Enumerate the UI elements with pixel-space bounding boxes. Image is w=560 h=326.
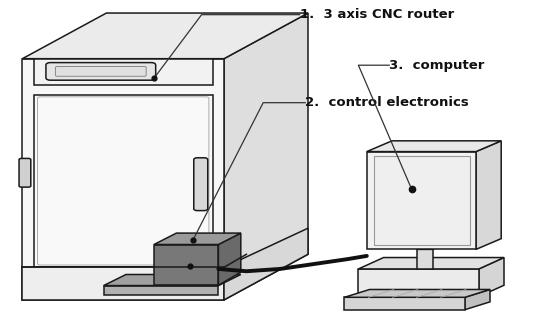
Bar [367, 152, 476, 249]
Polygon shape [479, 258, 504, 297]
FancyBboxPatch shape [22, 59, 224, 300]
Polygon shape [344, 289, 490, 297]
Polygon shape [358, 258, 504, 269]
FancyBboxPatch shape [34, 59, 213, 85]
Text: 2.  control electronics: 2. control electronics [305, 96, 469, 109]
FancyBboxPatch shape [194, 158, 208, 211]
Polygon shape [224, 13, 308, 300]
Polygon shape [417, 245, 442, 249]
Text: 1.  3 axis CNC router: 1. 3 axis CNC router [300, 8, 454, 21]
Bar [417, 249, 433, 269]
Bar [104, 286, 218, 295]
FancyBboxPatch shape [22, 267, 224, 300]
Bar [374, 156, 470, 245]
Text: 3.  computer: 3. computer [389, 59, 484, 72]
Polygon shape [154, 233, 241, 244]
Polygon shape [104, 274, 241, 286]
Polygon shape [224, 228, 308, 300]
FancyBboxPatch shape [358, 269, 479, 297]
FancyBboxPatch shape [55, 67, 146, 76]
Polygon shape [218, 233, 241, 285]
Polygon shape [476, 141, 501, 249]
FancyBboxPatch shape [38, 97, 209, 265]
FancyBboxPatch shape [344, 297, 465, 310]
Polygon shape [465, 289, 490, 310]
Bar [154, 244, 218, 285]
Polygon shape [367, 141, 501, 152]
FancyBboxPatch shape [34, 95, 213, 267]
Polygon shape [22, 13, 308, 59]
FancyBboxPatch shape [19, 158, 31, 187]
FancyBboxPatch shape [46, 63, 156, 80]
